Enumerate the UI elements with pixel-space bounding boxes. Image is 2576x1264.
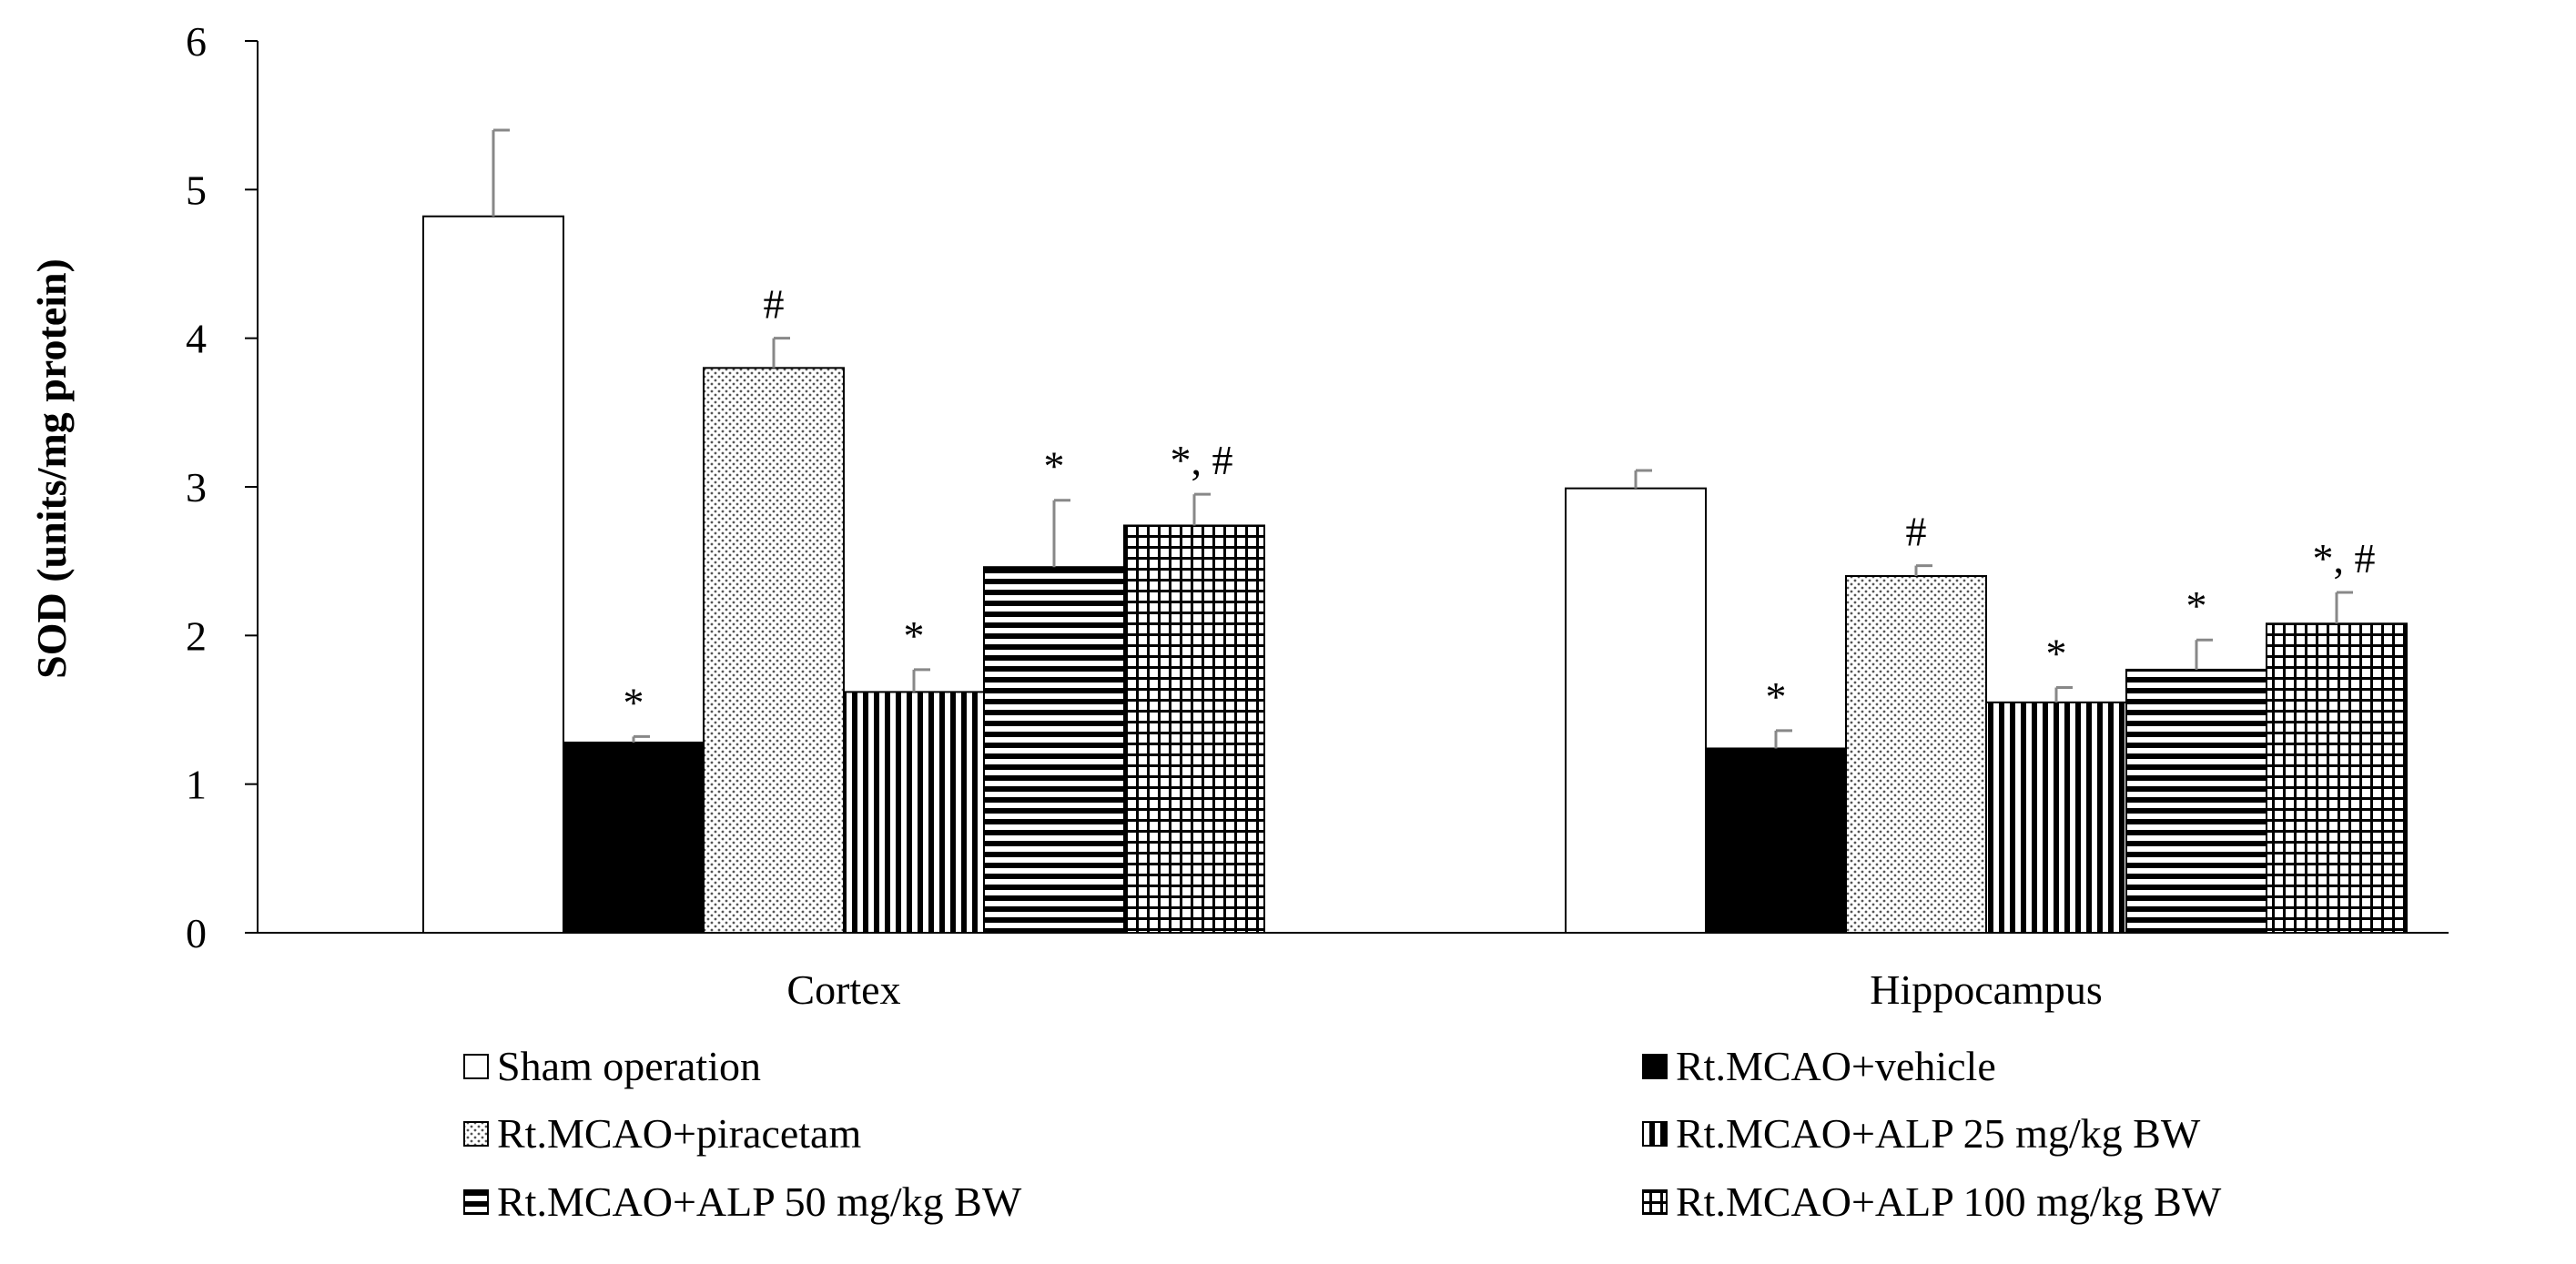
legend-label: Sham operation: [497, 1043, 761, 1089]
legend-swatch: [1642, 1054, 1668, 1079]
significance-marker: *, #: [2313, 535, 2376, 581]
legend-label: Rt.MCAO+ALP 50 mg/kg BW: [497, 1178, 1022, 1225]
significance-marker: #: [764, 281, 785, 328]
y-tick-label: 5: [186, 167, 207, 213]
legend-label: Rt.MCAO+vehicle: [1676, 1043, 1996, 1089]
legend-swatch: [1642, 1121, 1668, 1147]
bar: [1845, 575, 1987, 934]
bars: * # * * *, # * # * * *, #: [422, 128, 2408, 935]
legend-swatch: [463, 1054, 489, 1079]
significance-marker: *: [1044, 443, 1065, 490]
significance-marker: *: [904, 612, 925, 659]
bar: [983, 566, 1125, 934]
y-axis-label: SOD (units/mg protein): [28, 258, 75, 679]
bar: [422, 215, 564, 934]
category-label: Cortex: [786, 966, 900, 1013]
significance-marker: #: [1906, 509, 1927, 555]
significance-marker: *, #: [1171, 437, 1233, 483]
category-label: Hippocampus: [1870, 966, 2103, 1013]
category-labels: Cortex Hippocampus: [786, 966, 2102, 1013]
y-ticks: 0 1 2 3 4 5 6: [186, 18, 258, 956]
y-tick-label: 2: [186, 612, 207, 659]
significance-marker: *: [2046, 631, 2067, 677]
legend-swatch: [463, 1189, 489, 1215]
significance-marker: *: [624, 679, 644, 725]
legend-swatch: [1642, 1189, 1668, 1215]
legend-label: Rt.MCAO+piracetam: [497, 1110, 861, 1157]
bar: [1985, 701, 2127, 934]
y-tick-label: 1: [186, 762, 207, 808]
bar: [2125, 668, 2267, 935]
bar: [843, 691, 985, 935]
y-tick-label: 6: [186, 18, 207, 65]
bar: [1705, 747, 1847, 935]
legend: Sham operation Rt.MCAO+vehicle Rt.MCAO+pir…: [463, 1043, 2222, 1225]
y-tick-label: 3: [186, 464, 207, 511]
significance-marker: *: [2186, 582, 2207, 629]
legend-label: Rt.MCAO+ALP 25 mg/kg BW: [1676, 1110, 2201, 1157]
significance-marker: *: [1766, 673, 1787, 720]
bar: [703, 367, 845, 935]
y-tick-label: 0: [186, 910, 207, 956]
bar: [563, 741, 705, 935]
bar: [1123, 524, 1265, 934]
legend-label: Rt.MCAO+ALP 100 mg/kg BW: [1676, 1178, 2222, 1225]
bar: [2266, 622, 2408, 934]
bar: [1565, 487, 1707, 935]
y-tick-label: 4: [186, 316, 207, 362]
legend-swatch: [463, 1121, 489, 1147]
